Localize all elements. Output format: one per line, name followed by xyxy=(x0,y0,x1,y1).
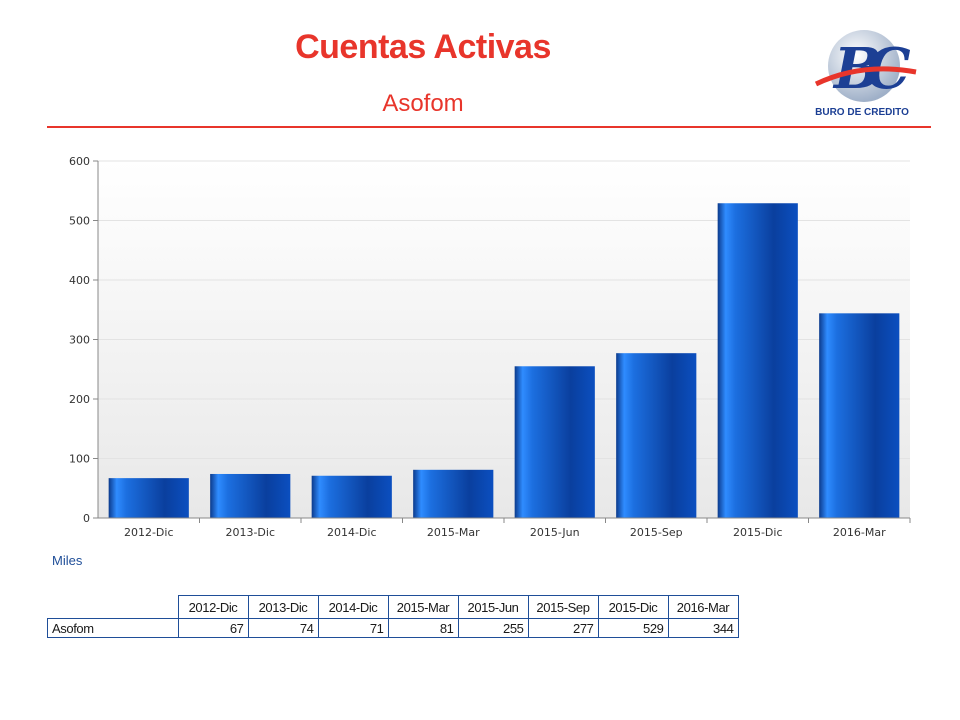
x-tick-label: 2015-Jun xyxy=(530,526,580,539)
chart-subtitle: Asofom xyxy=(382,90,464,117)
y-tick-label: 0 xyxy=(83,512,90,525)
y-tick-label: 200 xyxy=(69,393,90,406)
table-cell: 344 xyxy=(667,618,739,638)
table-header-cell: 2013-Dic xyxy=(247,595,319,619)
table-cell: 67 xyxy=(177,618,249,638)
data-table: 2012-Dic 2013-Dic 2014-Dic 2015-Mar 2015-Jun… xyxy=(47,595,739,638)
table-header-cell: 2015-Sep xyxy=(527,595,599,619)
x-tick-label: 2015-Dic xyxy=(733,526,783,539)
y-tick-label: 600 xyxy=(69,155,90,168)
bar-2012-Dic xyxy=(108,478,189,518)
table-cell: 529 xyxy=(597,618,669,638)
x-tick-label: 2013-Dic xyxy=(225,526,275,539)
x-tick-label: 2016-Mar xyxy=(833,526,886,539)
logo-text: BURO DE CREDITO xyxy=(815,107,909,118)
table-row: Asofom 67 74 71 81 255 277 529 344 xyxy=(47,618,739,638)
table-cell: 81 xyxy=(387,618,459,638)
bar-2015-Jun xyxy=(514,366,595,518)
bar-2013-Dic xyxy=(210,473,291,518)
bar-2015-Mar xyxy=(413,469,494,518)
table-header-cell: 2015-Jun xyxy=(457,595,529,619)
bar-chart: 0 100 200 300 400 500 600 2012-Dic 2013-Dic 2014… xyxy=(69,155,911,539)
units-label: Miles xyxy=(52,553,83,568)
table-cell: 71 xyxy=(317,618,389,638)
x-tick-label: 2015-Mar xyxy=(427,526,480,539)
table-cell: 277 xyxy=(527,618,599,638)
y-tick-label: 500 xyxy=(69,215,90,228)
x-tick-label: 2015-Sep xyxy=(630,526,683,539)
buro-de-credito-logo-icon: B C xyxy=(814,30,917,102)
x-tick-label: 2014-Dic xyxy=(327,526,377,539)
y-tick-label: 400 xyxy=(69,274,90,287)
table-corner-cell xyxy=(47,595,179,619)
table-row-label: Asofom xyxy=(47,618,179,638)
table-header-cell: 2012-Dic xyxy=(177,595,249,619)
bar-2014-Dic xyxy=(311,475,392,518)
table-header-cell: 2014-Dic xyxy=(317,595,389,619)
bar-2016-Mar xyxy=(819,313,900,518)
title-divider xyxy=(47,126,931,128)
table-header-cell: 2015-Dic xyxy=(597,595,669,619)
bar-2015-Sep xyxy=(616,353,697,518)
x-tick-label: 2012-Dic xyxy=(124,526,174,539)
table-header-cell: 2016-Mar xyxy=(667,595,739,619)
chart-title: Cuentas Activas xyxy=(295,28,551,66)
bar-2015-Dic xyxy=(717,203,798,518)
table-header-cell: 2015-Mar xyxy=(387,595,459,619)
y-tick-label: 300 xyxy=(69,334,90,347)
table-header-row: 2012-Dic 2013-Dic 2014-Dic 2015-Mar 2015-Jun… xyxy=(47,595,739,619)
table-cell: 74 xyxy=(247,618,319,638)
table-cell: 255 xyxy=(457,618,529,638)
y-tick-label: 100 xyxy=(69,453,90,466)
